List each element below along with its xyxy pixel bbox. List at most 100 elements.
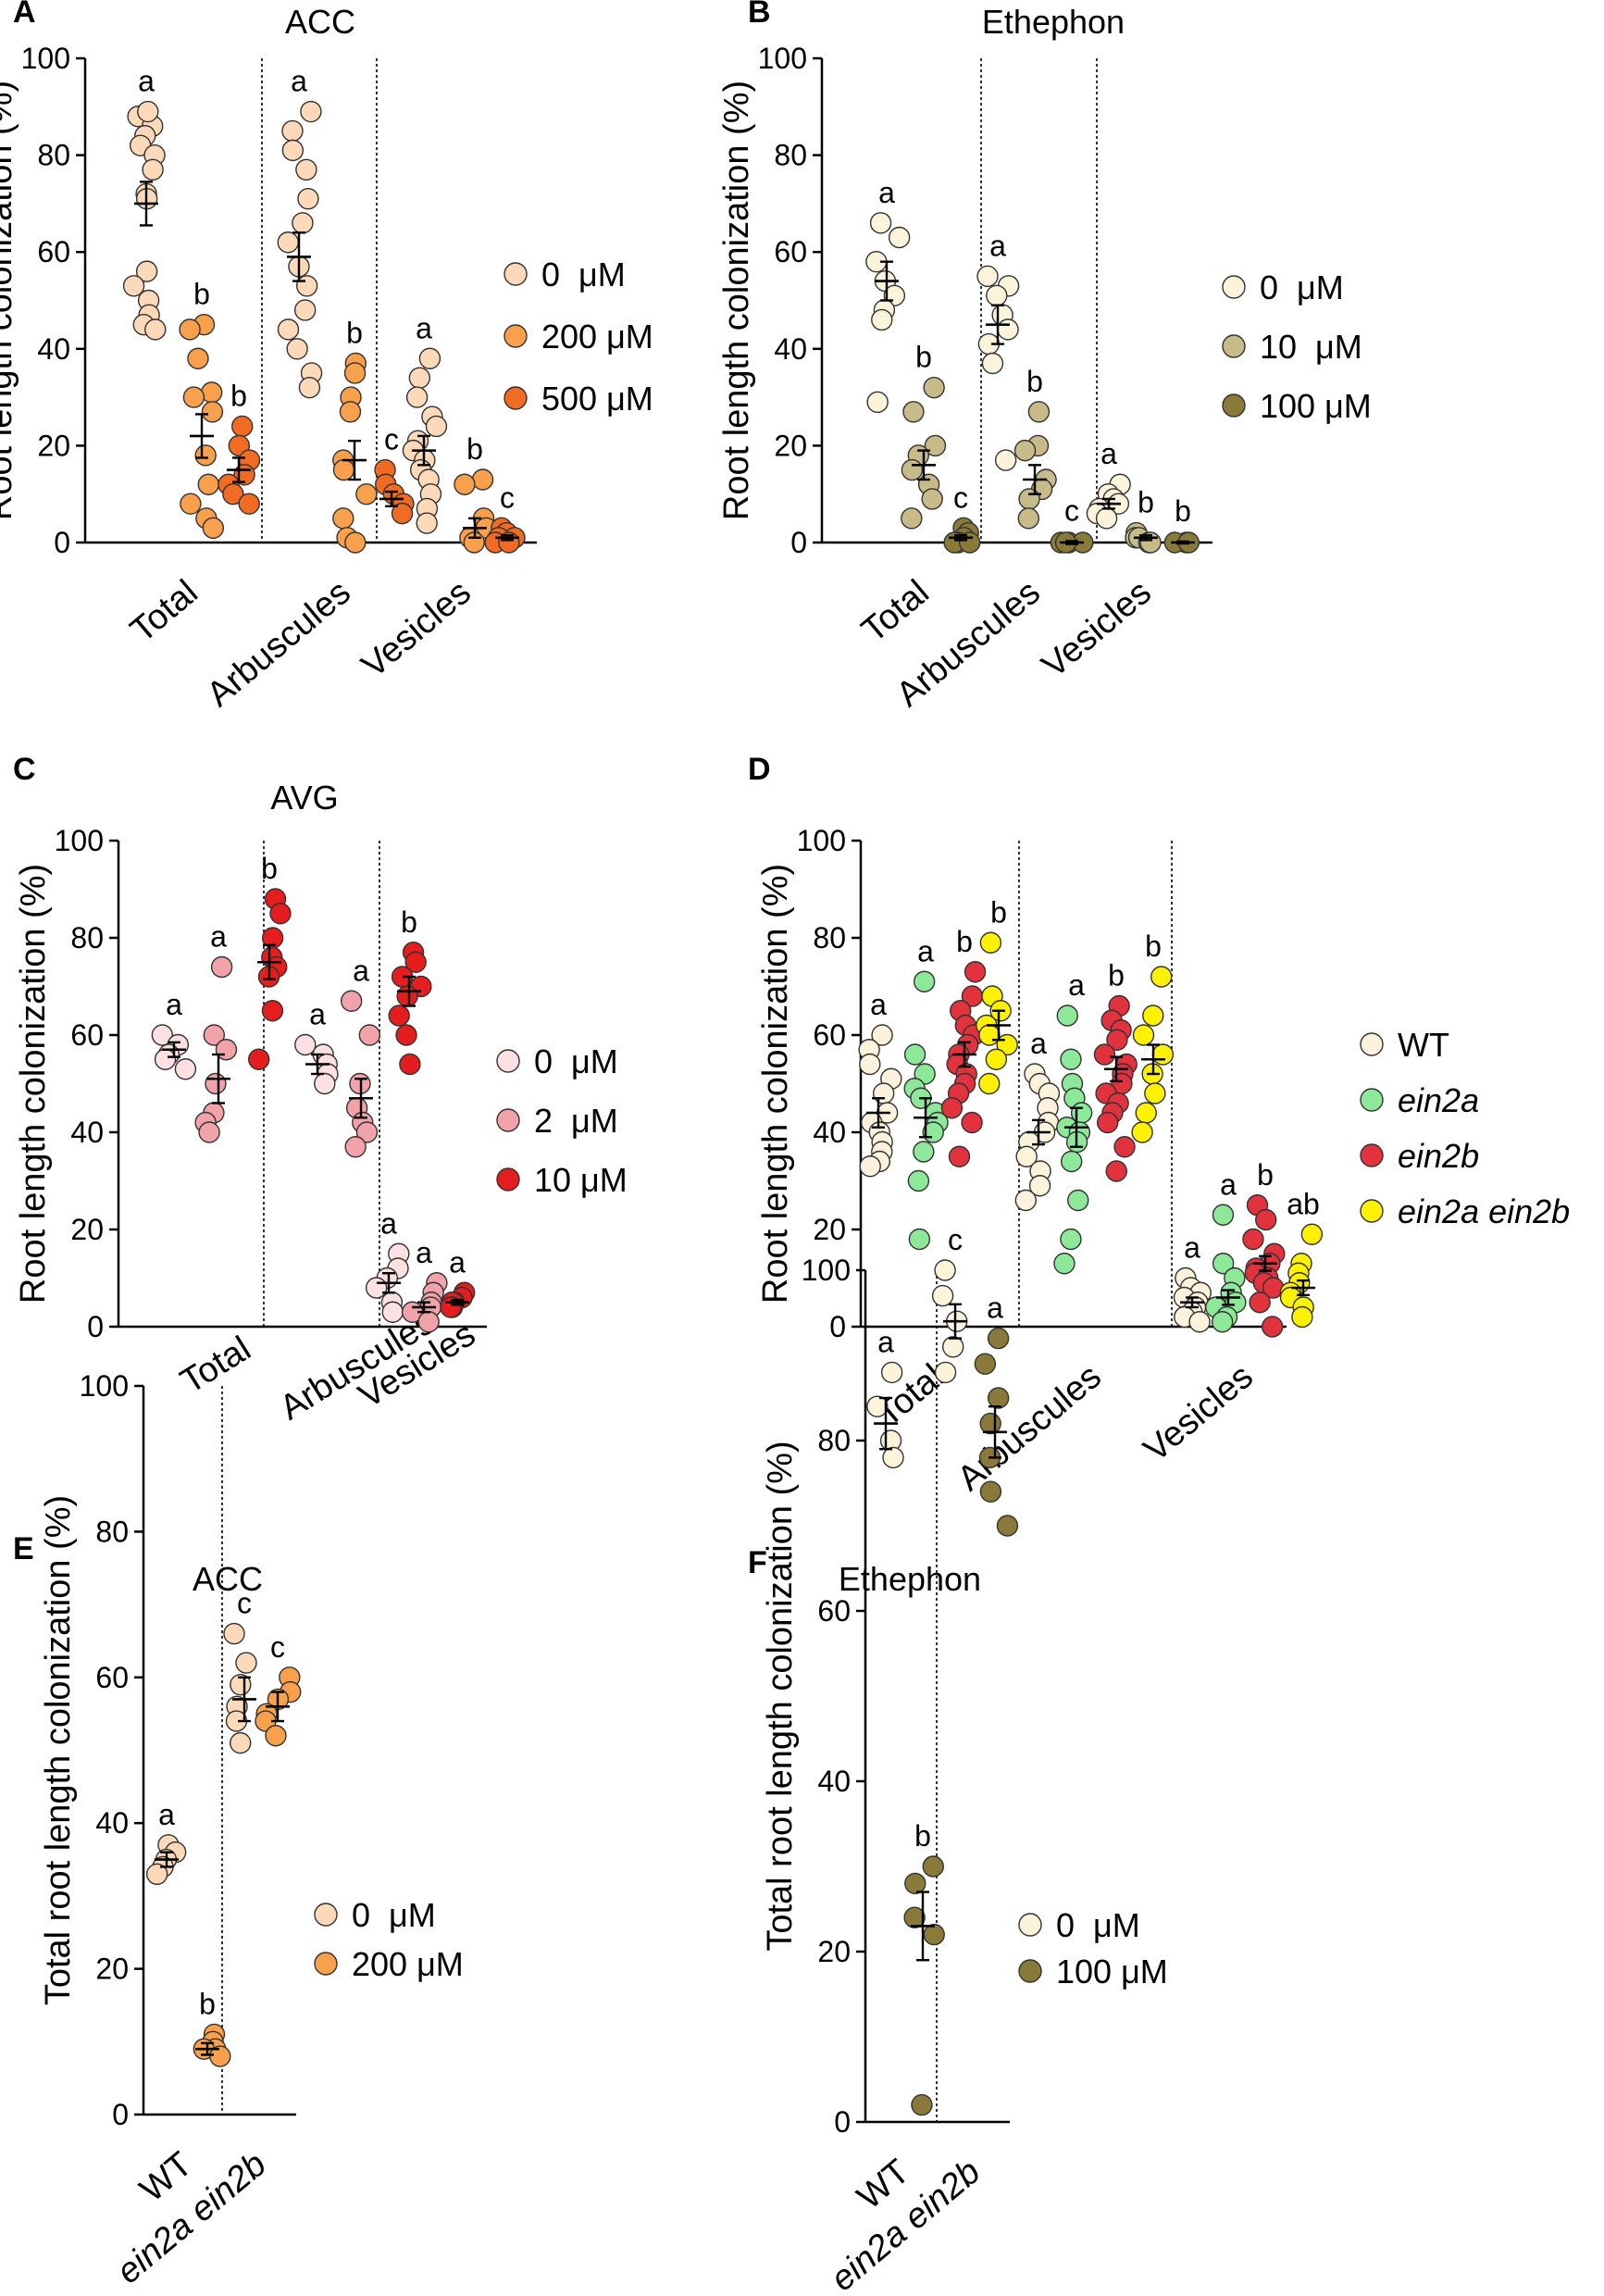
y-axis-title: Root length colonization (%) (756, 864, 795, 1304)
data-point (979, 1412, 1001, 1435)
significance-label: a (870, 988, 887, 1021)
data-point (987, 1387, 1010, 1409)
data-point (987, 1327, 1010, 1350)
legend-marker (314, 1952, 338, 1976)
data-point (203, 1024, 226, 1046)
y-tick-label: 100 (80, 1369, 129, 1403)
significance-label: b (956, 925, 973, 958)
significance-label: a (878, 176, 895, 209)
significance-label: a (1220, 1167, 1237, 1201)
data-point (314, 1072, 336, 1095)
y-axis-title: Root length colonization (%) (14, 864, 53, 1304)
y-tick-label: 100 (758, 42, 807, 75)
data-point (1242, 1228, 1264, 1251)
significance-label: c (1064, 493, 1079, 527)
data-point (144, 318, 167, 341)
data-point (934, 1259, 956, 1281)
y-tick-label: 40 (70, 1116, 104, 1149)
y-tick-label: 0 (829, 1310, 846, 1343)
data-point (1132, 1024, 1155, 1046)
y-axis-title: Total root length colonization (%) (761, 1441, 800, 1951)
data-point (997, 318, 1019, 341)
y-tick-label: 40 (817, 1765, 851, 1798)
data-point (913, 1141, 935, 1163)
data-point (1015, 1145, 1038, 1167)
significance-label: b (1026, 365, 1043, 398)
data-point (907, 1169, 930, 1192)
data-point (921, 488, 943, 510)
data-point (866, 1395, 889, 1417)
significance-label: b (1257, 1158, 1274, 1192)
y-tick-label: 20 (813, 1213, 846, 1246)
legend-label: 500 μM (541, 380, 653, 418)
data-point (277, 231, 299, 254)
data-point (1056, 1004, 1078, 1027)
data-point (295, 158, 317, 181)
significance-label: a (1030, 1027, 1047, 1060)
panel-letter: E (13, 1531, 34, 1566)
legend-label: ein2a ein2b (1398, 1192, 1570, 1230)
data-point (174, 1058, 197, 1080)
data-point (1105, 1160, 1127, 1182)
data-point (961, 1111, 983, 1134)
significance-label: c (500, 480, 515, 514)
chart-title: ACC (193, 1560, 263, 1598)
significance-label: b (346, 316, 363, 349)
y-tick-label: 100 (55, 824, 104, 857)
category-label: Arbuscules (200, 573, 358, 715)
data-point (293, 299, 317, 321)
data-point (210, 955, 233, 979)
data-point (405, 386, 429, 408)
data-point (425, 415, 448, 438)
significance-label: b (1138, 486, 1154, 519)
legend-marker (496, 1049, 520, 1073)
significance-label: b (261, 852, 278, 885)
data-point (974, 1353, 997, 1375)
data-point (222, 483, 244, 505)
significance-label: c (953, 480, 968, 514)
significance-label: a (166, 988, 182, 1021)
y-tick-label: 40 (774, 332, 807, 366)
category-label: Vesicles (1035, 573, 1159, 686)
y-tick-label: 60 (817, 1594, 851, 1628)
data-point (859, 1053, 881, 1076)
data-point (1014, 1189, 1037, 1212)
significance-label: a (210, 920, 227, 954)
data-point (200, 381, 223, 404)
data-point (281, 119, 304, 143)
data-point (339, 401, 362, 423)
significance-label: a (1068, 968, 1085, 1002)
data-point (286, 338, 308, 360)
significance-label: a (158, 1798, 175, 1831)
data-point (1151, 1043, 1175, 1066)
data-point (344, 531, 367, 554)
y-tick-label: 100 (21, 42, 70, 75)
data-point (332, 507, 354, 530)
data-point (365, 1277, 388, 1299)
significance-label: c (237, 1587, 252, 1620)
panel-letter: D (748, 752, 771, 787)
y-tick-label: 60 (37, 235, 70, 268)
data-point (872, 1082, 895, 1104)
panel-letter: A (13, 0, 36, 30)
data-point (187, 347, 209, 369)
data-point (976, 265, 999, 288)
data-point (1093, 1043, 1116, 1066)
data-point (381, 1301, 404, 1323)
category-label: Total (854, 573, 936, 651)
legend-marker (504, 262, 528, 286)
data-point (1067, 1189, 1089, 1212)
data-point (265, 1725, 287, 1747)
data-point (388, 1004, 410, 1027)
y-tick-label: 20 (95, 1953, 129, 1986)
data-point (209, 2045, 231, 2067)
legend-marker (496, 1167, 520, 1192)
data-point (137, 100, 159, 123)
y-tick-label: 60 (813, 1018, 846, 1052)
data-point (358, 1024, 381, 1046)
significance-label: a (989, 229, 1006, 262)
legend-label: 0 μM (352, 1896, 436, 1934)
data-point (1053, 1253, 1076, 1275)
